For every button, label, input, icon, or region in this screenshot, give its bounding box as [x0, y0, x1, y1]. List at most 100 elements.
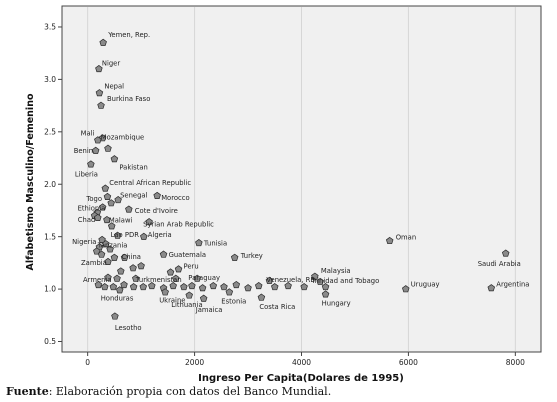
- point-label-oman: Oman: [396, 233, 416, 241]
- point-label-morocco: Morocco: [161, 194, 189, 202]
- data-point-point-64: [188, 282, 196, 290]
- data-point-point-14: [107, 199, 115, 207]
- point-label-uruguay: Uruguay: [411, 281, 440, 289]
- y-tick-label-0: 0.5: [44, 337, 56, 346]
- data-point-honduras: [115, 286, 124, 294]
- point-label-argentina: Argentina: [496, 280, 529, 288]
- point-label-algeria: Algeria: [148, 231, 172, 239]
- data-point-argentina: [487, 284, 496, 292]
- data-point-point-58: [129, 283, 138, 291]
- data-point-point-33: [97, 250, 106, 258]
- point-label-malawi: Malawi: [109, 216, 133, 224]
- y-axis-title: Alfabetismo Masculino/Femenino: [25, 93, 36, 270]
- data-point-nigeria: [98, 235, 106, 243]
- point-label-china: China: [122, 253, 141, 261]
- point-label-ukraine: Ukraine: [159, 297, 185, 305]
- point-label-turkey: Turkey: [240, 252, 263, 260]
- y-tick-label-4: 2.5: [44, 127, 56, 136]
- point-label-central-african-republic: Central African Republic: [109, 179, 191, 187]
- data-point-point-29: [106, 245, 114, 253]
- data-point-point-74: [321, 283, 330, 291]
- data-point-china: [120, 253, 129, 261]
- data-point-point-68: [232, 280, 241, 289]
- point-label-lesotho: Lesotho: [115, 324, 142, 332]
- point-label-hungary: Hungary: [322, 300, 351, 308]
- data-point-point-41: [117, 267, 125, 275]
- x-tick-label-1: 2000: [185, 358, 204, 367]
- point-label-guatemala: Guatemala: [169, 251, 206, 259]
- data-point-point-57: [120, 280, 128, 289]
- data-point-lithuania: [185, 291, 193, 299]
- data-point-saudi-arabia: [501, 249, 510, 257]
- y-axis-ticks: 0.5 1.0 1.5 2.0 2.5 3.0 3.5: [44, 23, 62, 346]
- data-point-chad: [94, 213, 102, 221]
- data-point-venezuela-rb: [265, 276, 274, 284]
- data-point-algeria: [140, 232, 148, 240]
- data-point-point-59: [139, 283, 148, 291]
- point-label-paraguay: Paraguay: [188, 274, 220, 282]
- data-point-costa-rica: [257, 293, 266, 301]
- data-point-point-40: [129, 264, 137, 272]
- point-label-saudi-arabia: Saudi Arabia: [478, 260, 521, 268]
- point-label-lithuania: Lithuania: [171, 301, 202, 309]
- data-point-central-african-republic: [101, 184, 110, 192]
- point-label-peru: Peru: [184, 263, 199, 271]
- grid-lines: [87, 7, 516, 351]
- data-point-pakistan: [110, 155, 119, 163]
- point-label-costa-rica: Costa Rica: [259, 303, 295, 311]
- data-point-liberia: [87, 160, 95, 168]
- data-point-nepal: [95, 89, 104, 97]
- data-point-point-72: [284, 282, 292, 290]
- point-label-yemen-rep: Yemen, Rep.: [107, 31, 150, 39]
- data-point-point-48: [172, 274, 180, 282]
- point-label-venezuela-rb: Venezuela, RB: [266, 276, 315, 284]
- data-point-point-46: [113, 274, 121, 282]
- point-label-tunisia: Tunisia: [203, 239, 227, 247]
- data-point-ethiopia: [98, 203, 107, 211]
- data-point-uruguay: [402, 285, 410, 293]
- data-point-point-60: [148, 282, 156, 290]
- data-point-point-34: [110, 253, 119, 261]
- data-point-point-65: [198, 284, 207, 292]
- data-point-point-38: [166, 268, 175, 276]
- point-label-nepal: Nepal: [104, 82, 124, 90]
- data-point-point-32: [93, 247, 101, 255]
- y-tick-label-1: 1.0: [44, 285, 56, 294]
- point-label-chad: Chad: [78, 216, 96, 224]
- y-tick-label-3: 2.0: [44, 180, 56, 189]
- source-note: Fuente: Elaboración propia con datos del…: [6, 385, 331, 398]
- data-point-hungary: [321, 290, 330, 298]
- data-point-oman: [385, 236, 394, 245]
- x-tick-label-0: 0: [85, 358, 90, 367]
- data-point-togo: [103, 192, 112, 201]
- point-label-trinidad-and-tobago: Trinidad and Tobago: [310, 277, 379, 285]
- point-label-tanzania: Tanzania: [97, 241, 128, 249]
- data-point-tanzania: [102, 240, 110, 248]
- data-point-ukraine: [161, 288, 169, 296]
- data-point-guatemala: [159, 250, 168, 258]
- data-point-point-66: [209, 282, 218, 290]
- data-point-peru: [174, 265, 183, 273]
- source-label: Fuente: [6, 385, 49, 398]
- data-point-zambia: [104, 257, 112, 266]
- x-axis-ticks: 0 2000 4000 6000 8000: [85, 352, 525, 367]
- data-point-lao-pdr: [113, 231, 122, 239]
- data-point-lesotho: [111, 312, 119, 320]
- data-point-turkey: [230, 253, 239, 261]
- data-point-armenia: [104, 273, 112, 281]
- data-points: [87, 38, 510, 320]
- point-label-togo: Togo: [85, 195, 102, 203]
- x-tick-label-4: 8000: [506, 358, 525, 367]
- point-label-senegal: Senegal: [120, 191, 147, 199]
- data-point-senegal: [114, 196, 122, 204]
- point-label-burkina-faso: Burkina Faso: [107, 95, 150, 103]
- point-label-armenia: Armenia: [83, 276, 112, 284]
- x-tick-label-2: 4000: [292, 358, 311, 367]
- point-label-syrian-arab-republic: Syrian Arab Republic: [143, 220, 214, 228]
- data-point-point-70: [254, 282, 263, 290]
- data-point-point-39: [137, 262, 145, 270]
- data-point-niger: [95, 64, 103, 73]
- data-point-paraguay: [193, 274, 201, 282]
- data-point-point-67: [220, 283, 228, 291]
